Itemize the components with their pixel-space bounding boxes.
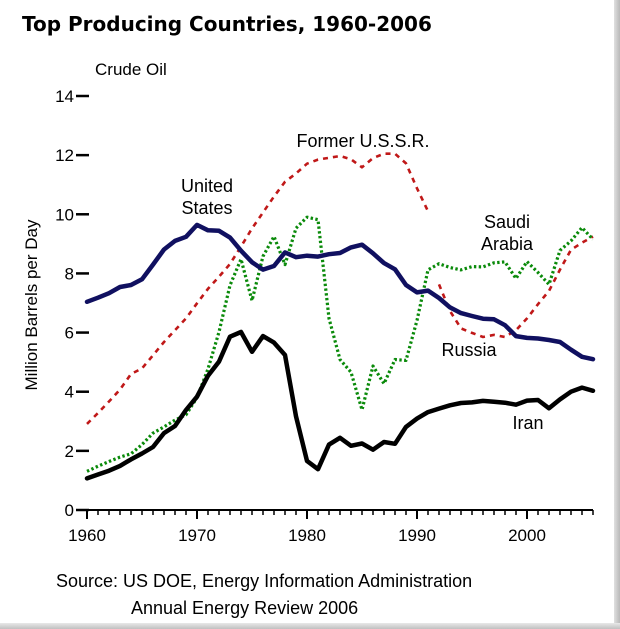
window-frame-right [614,0,620,629]
series-line-iran [84,329,596,481]
series-label-saudi-arabia: Arabia [481,234,534,254]
x-tick-label: 2000 [508,526,546,545]
source-line-2: Annual Energy Review 2006 [131,598,358,618]
series-label-iran: Iran [512,413,543,433]
series-line-saudi-arabia [86,215,595,473]
y-axis-title: Million Barrels per Day [22,219,41,390]
series-label-russia: Russia [441,340,497,360]
y-tick-label: 2 [65,442,74,461]
series-line-russia [437,235,594,339]
y-tick-label: 12 [55,146,74,165]
series-line-former-u-s-s-r [86,152,430,425]
x-tick-label: 1980 [288,526,326,545]
source-line-1: Source: US DOE, Energy Information Admin… [56,571,472,591]
y-tick-label: 10 [55,205,74,224]
series-layer [84,152,596,481]
y-tick-label: 4 [65,383,74,402]
chart-title: Top Producing Countries, 1960-2006 [22,12,432,36]
series-label-united-states: States [181,198,232,218]
series-line-united-states [84,222,596,362]
series-label-former-u-s-s-r: Former U.S.S.R. [296,131,429,151]
axes: 1960 1970 1980 1990 2000 0 2 4 6 8 10 12 14 [55,87,594,545]
x-tick-label: 1990 [398,526,436,545]
x-tick-label: 1970 [178,526,216,545]
y-tick-label: 0 [65,501,74,520]
x-tick-label: 1960 [68,526,106,545]
series-label-saudi-arabia: Saudi [484,212,530,232]
chart-subtitle: Crude Oil [95,60,167,79]
series-label-united-states: United [181,176,233,196]
y-tick-label: 6 [65,324,74,343]
y-tick-label: 14 [55,87,74,106]
window-frame-bottom [0,623,620,629]
y-tick-label: 8 [65,264,74,283]
